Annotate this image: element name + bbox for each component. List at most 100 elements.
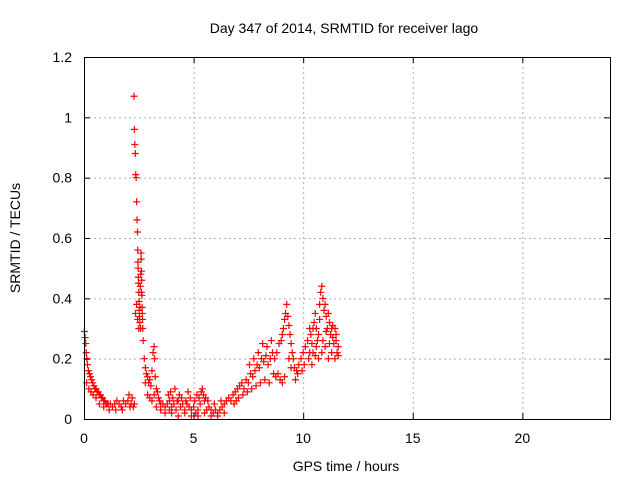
data-point: [92, 394, 100, 402]
data-point: [137, 255, 145, 263]
data-point: [148, 397, 156, 405]
y-axis-title: SRMTID / TECUs: [7, 183, 23, 293]
data-point: [322, 328, 330, 336]
data-point: [210, 400, 218, 408]
data-point: [308, 340, 316, 348]
data-point: [134, 258, 142, 266]
data-point: [283, 300, 291, 308]
data-point: [186, 394, 194, 402]
data-point: [133, 198, 141, 206]
data-point: [287, 340, 295, 348]
data-point: [328, 349, 336, 357]
data-point: [88, 376, 96, 384]
data-point: [137, 267, 145, 275]
data-point: [147, 382, 155, 390]
data-point: [196, 400, 204, 408]
data-point: [118, 406, 126, 414]
data-point: [288, 349, 296, 357]
data-point: [117, 403, 125, 411]
data-point: [137, 270, 145, 278]
data-point: [287, 364, 295, 372]
data-point: [317, 288, 325, 296]
data-point: [278, 379, 286, 387]
data-point: [300, 361, 308, 369]
data-point: [264, 361, 272, 369]
data-point: [316, 315, 324, 323]
plot-border: [84, 57, 611, 420]
y-tick-label: 1.2: [53, 49, 73, 65]
points-layer: [80, 92, 342, 420]
data-point: [193, 391, 201, 399]
data-point: [309, 325, 317, 332]
data-point: [207, 412, 215, 420]
data-point: [191, 397, 199, 405]
data-point: [131, 150, 139, 158]
data-point: [291, 376, 299, 384]
data-point: [132, 174, 140, 182]
data-point: [299, 349, 307, 357]
data-point: [238, 379, 246, 387]
data-point: [82, 340, 90, 348]
data-point: [135, 325, 143, 332]
data-point: [137, 288, 145, 296]
data-point: [82, 349, 90, 357]
data-point: [194, 406, 202, 414]
y-tick-label: 0.6: [53, 230, 73, 246]
data-point: [84, 361, 92, 369]
data-point: [262, 352, 270, 360]
data-point: [194, 412, 202, 420]
data-point: [142, 370, 150, 378]
data-point: [263, 343, 271, 351]
data-point: [271, 355, 279, 363]
data-point: [85, 370, 93, 378]
data-point: [152, 403, 160, 411]
data-point: [181, 409, 189, 417]
data-point: [334, 343, 342, 351]
data-point: [321, 300, 329, 308]
data-point: [273, 349, 281, 357]
data-point: [267, 337, 275, 345]
data-point: [150, 343, 158, 351]
y-tick-label: 0.8: [53, 170, 73, 186]
data-point: [334, 352, 342, 360]
data-point: [140, 355, 148, 363]
data-point: [151, 373, 159, 381]
data-point: [306, 349, 314, 357]
data-point: [261, 376, 269, 384]
data-point: [281, 373, 289, 381]
data-point: [130, 125, 138, 133]
data-point: [243, 388, 251, 396]
data-point: [168, 409, 176, 417]
data-point: [172, 406, 180, 414]
data-point: [133, 300, 141, 308]
data-point: [105, 406, 113, 414]
data-point: [157, 406, 165, 414]
data-point: [133, 216, 141, 224]
data-point: [239, 391, 247, 399]
data-point: [95, 400, 103, 408]
data-point: [149, 349, 157, 357]
data-point: [315, 331, 323, 339]
data-point: [277, 337, 285, 345]
data-point: [286, 331, 294, 339]
data-point: [308, 361, 316, 369]
data-point: [198, 385, 206, 393]
data-point: [248, 385, 256, 393]
data-point: [170, 400, 178, 408]
data-point: [174, 412, 182, 420]
data-point: [169, 394, 177, 402]
data-point: [235, 394, 243, 402]
data-point: [318, 349, 326, 357]
data-point: [130, 92, 138, 100]
x-tick-label: 0: [80, 430, 88, 446]
data-point: [173, 397, 181, 405]
data-point: [325, 340, 333, 348]
data-point: [265, 379, 273, 387]
data-point: [146, 376, 154, 384]
data-point: [132, 309, 140, 317]
chart-title: Day 347 of 2014, SRMTID for receiver lag…: [210, 20, 479, 36]
data-point: [128, 394, 136, 402]
data-point: [220, 409, 228, 417]
data-point: [184, 388, 192, 396]
data-point: [331, 355, 339, 363]
